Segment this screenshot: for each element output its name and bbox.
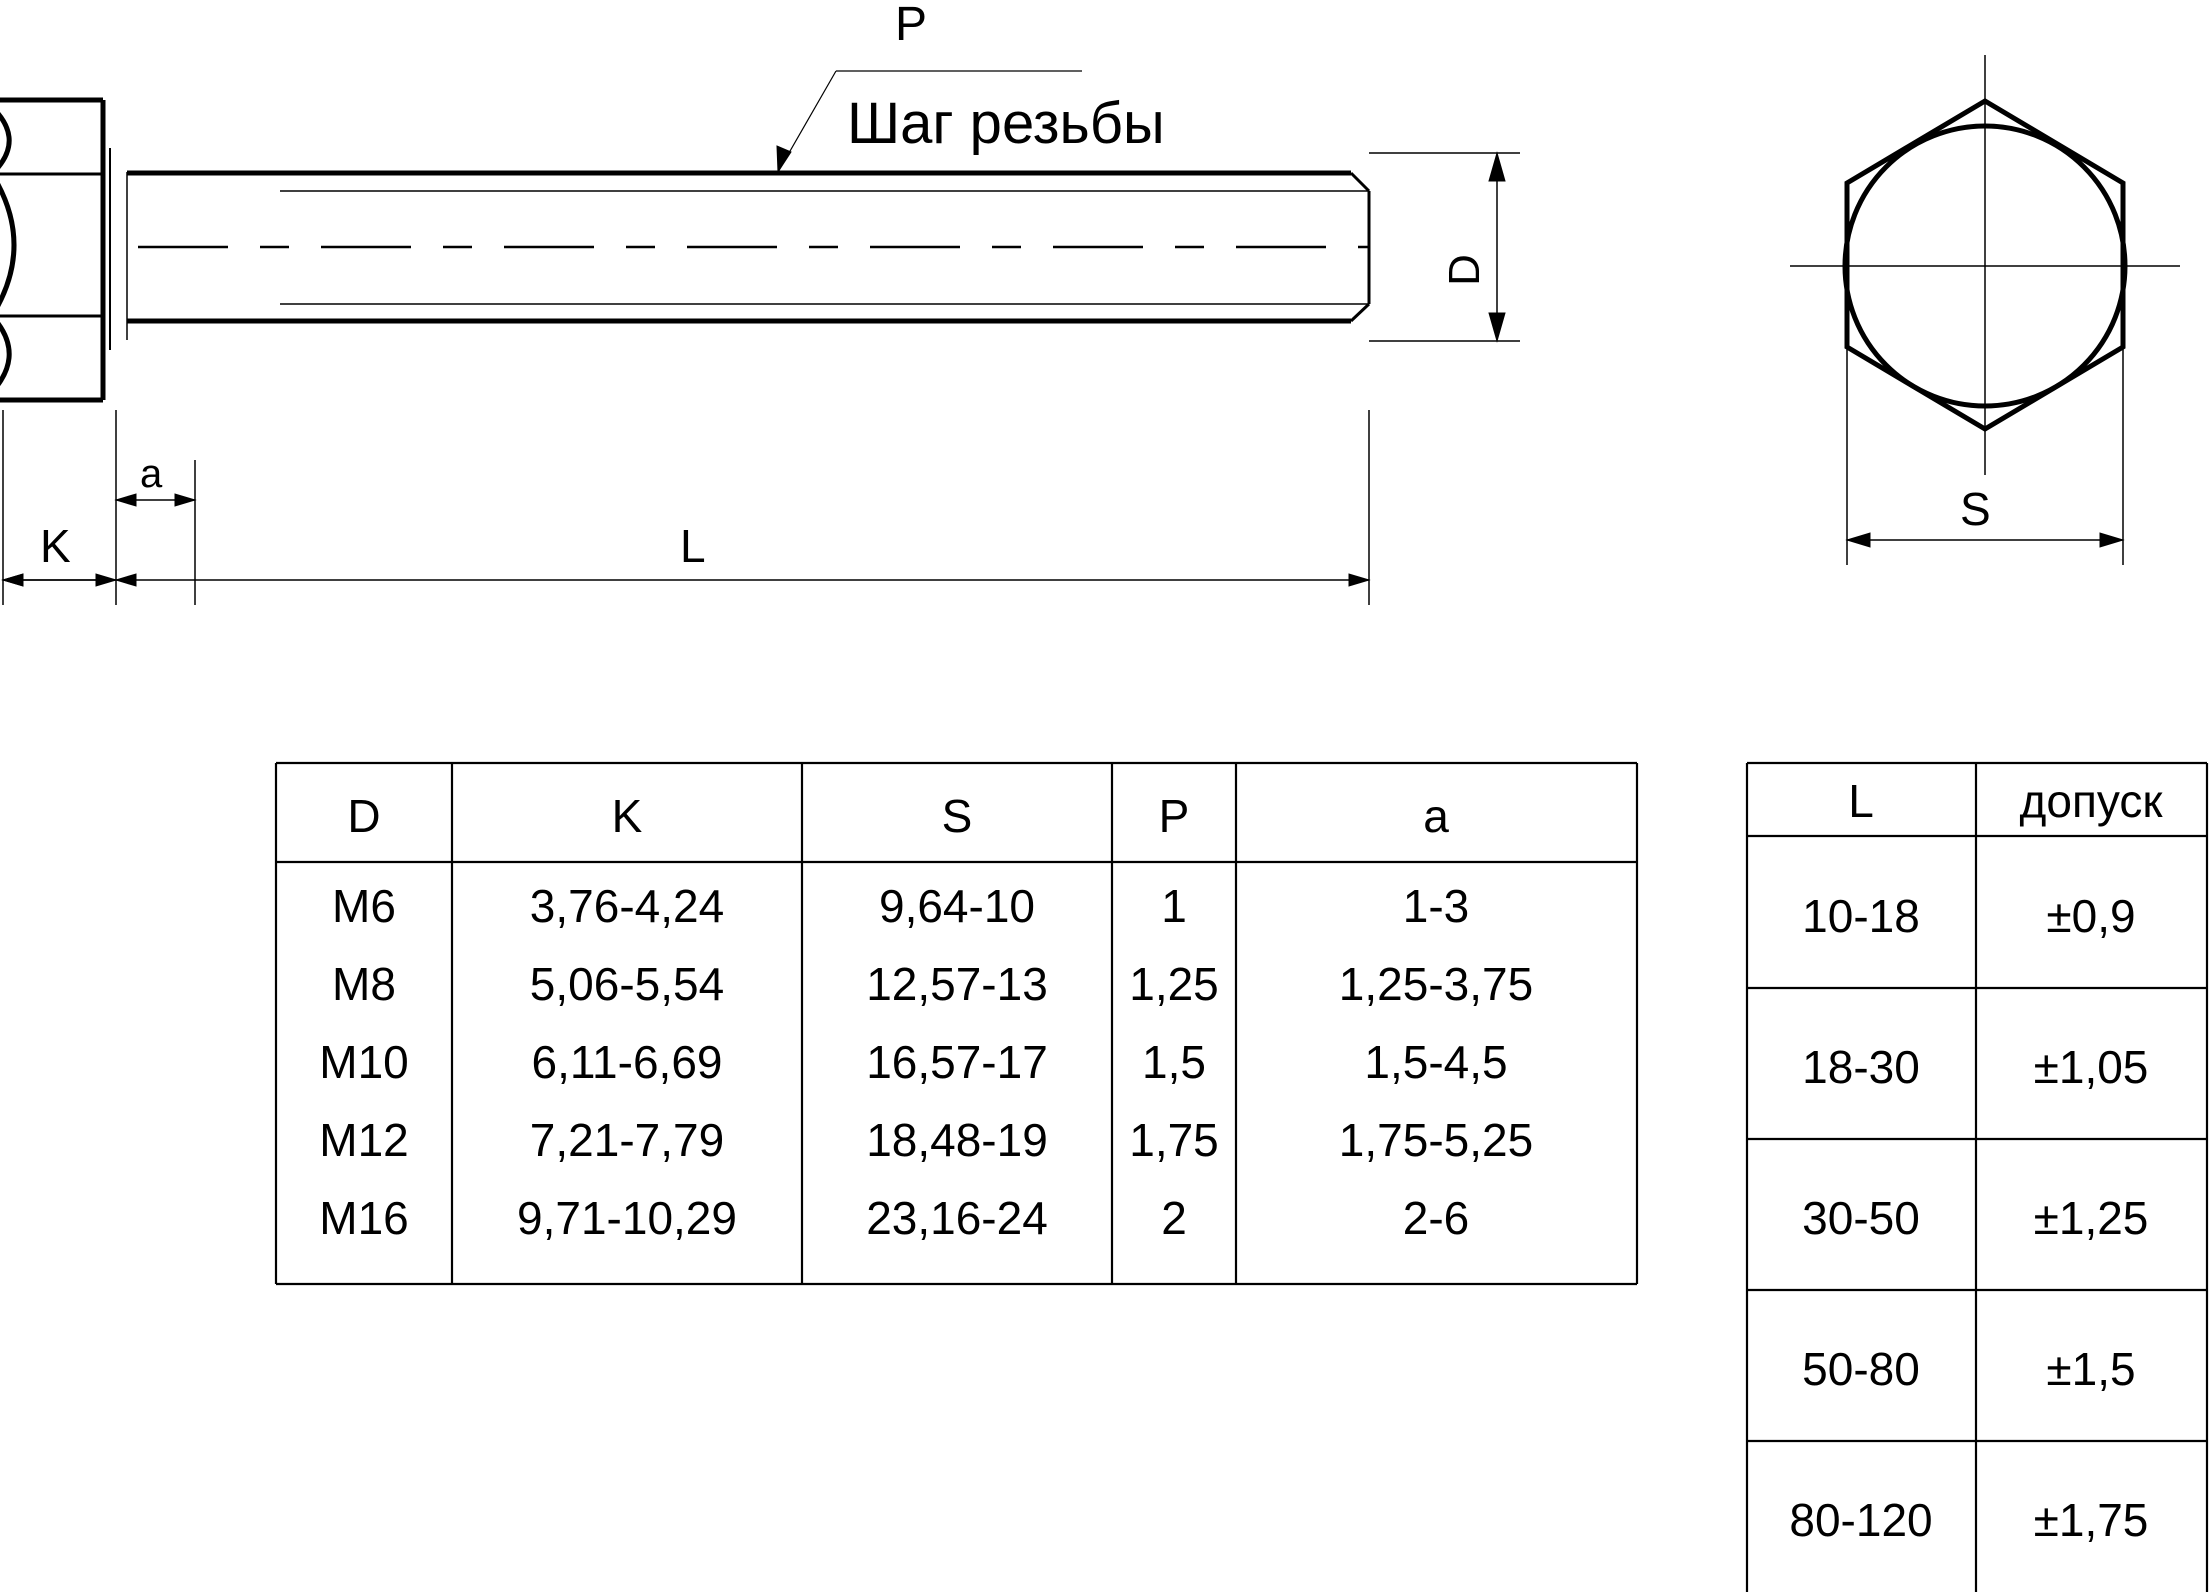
svg-text:S: S — [1960, 483, 1991, 535]
svg-text:M8: M8 — [332, 958, 396, 1010]
svg-text:50-80: 50-80 — [1802, 1343, 1920, 1395]
svg-text:1,5: 1,5 — [1142, 1036, 1206, 1088]
svg-text:18-30: 18-30 — [1802, 1041, 1920, 1093]
svg-text:S: S — [942, 790, 973, 842]
svg-text:±1,75: ±1,75 — [2034, 1494, 2149, 1546]
svg-text:1-3: 1-3 — [1403, 880, 1469, 932]
svg-text:2-6: 2-6 — [1403, 1192, 1469, 1244]
svg-text:±1,5: ±1,5 — [2046, 1343, 2135, 1395]
svg-text:M6: M6 — [332, 880, 396, 932]
svg-text:L: L — [680, 520, 706, 572]
svg-text:5,06-5,54: 5,06-5,54 — [530, 958, 724, 1010]
svg-text:9,64-10: 9,64-10 — [879, 880, 1035, 932]
svg-text:M12: M12 — [319, 1114, 408, 1166]
svg-text:7,21-7,79: 7,21-7,79 — [530, 1114, 724, 1166]
svg-text:16,57-17: 16,57-17 — [866, 1036, 1048, 1088]
svg-text:K: K — [40, 520, 71, 572]
svg-text:D: D — [347, 790, 380, 842]
svg-text:1,5-4,5: 1,5-4,5 — [1364, 1036, 1507, 1088]
svg-text:±1,05: ±1,05 — [2034, 1041, 2149, 1093]
svg-text:1,25: 1,25 — [1129, 958, 1219, 1010]
svg-text:9,71-10,29: 9,71-10,29 — [517, 1192, 737, 1244]
svg-text:30-50: 30-50 — [1802, 1192, 1920, 1244]
svg-text:допуск: допуск — [2020, 775, 2164, 827]
svg-text:M16: M16 — [319, 1192, 408, 1244]
svg-text:1: 1 — [1161, 880, 1187, 932]
svg-text:6,11-6,69: 6,11-6,69 — [532, 1036, 723, 1088]
svg-text:a: a — [1423, 790, 1449, 842]
svg-text:3,76-4,24: 3,76-4,24 — [530, 880, 724, 932]
svg-text:K: K — [612, 790, 643, 842]
svg-text:12,57-13: 12,57-13 — [866, 958, 1048, 1010]
svg-text:±0,9: ±0,9 — [2046, 890, 2135, 942]
svg-text:L: L — [1848, 775, 1874, 827]
svg-text:±1,25: ±1,25 — [2034, 1192, 2149, 1244]
svg-text:D: D — [1440, 254, 1489, 286]
svg-text:10-18: 10-18 — [1802, 890, 1920, 942]
svg-text:1,75: 1,75 — [1129, 1114, 1219, 1166]
svg-text:P: P — [895, 0, 927, 51]
svg-text:23,16-24: 23,16-24 — [866, 1192, 1048, 1244]
svg-text:80-120: 80-120 — [1789, 1494, 1932, 1546]
svg-text:1,25-3,75: 1,25-3,75 — [1339, 958, 1533, 1010]
svg-text:2: 2 — [1161, 1192, 1187, 1244]
svg-text:1,75-5,25: 1,75-5,25 — [1339, 1114, 1533, 1166]
svg-text:a: a — [140, 452, 163, 496]
svg-text:M10: M10 — [319, 1036, 408, 1088]
svg-text:Шаг резьбы: Шаг резьбы — [847, 91, 1165, 156]
svg-text:P: P — [1159, 790, 1190, 842]
svg-text:18,48-19: 18,48-19 — [866, 1114, 1048, 1166]
